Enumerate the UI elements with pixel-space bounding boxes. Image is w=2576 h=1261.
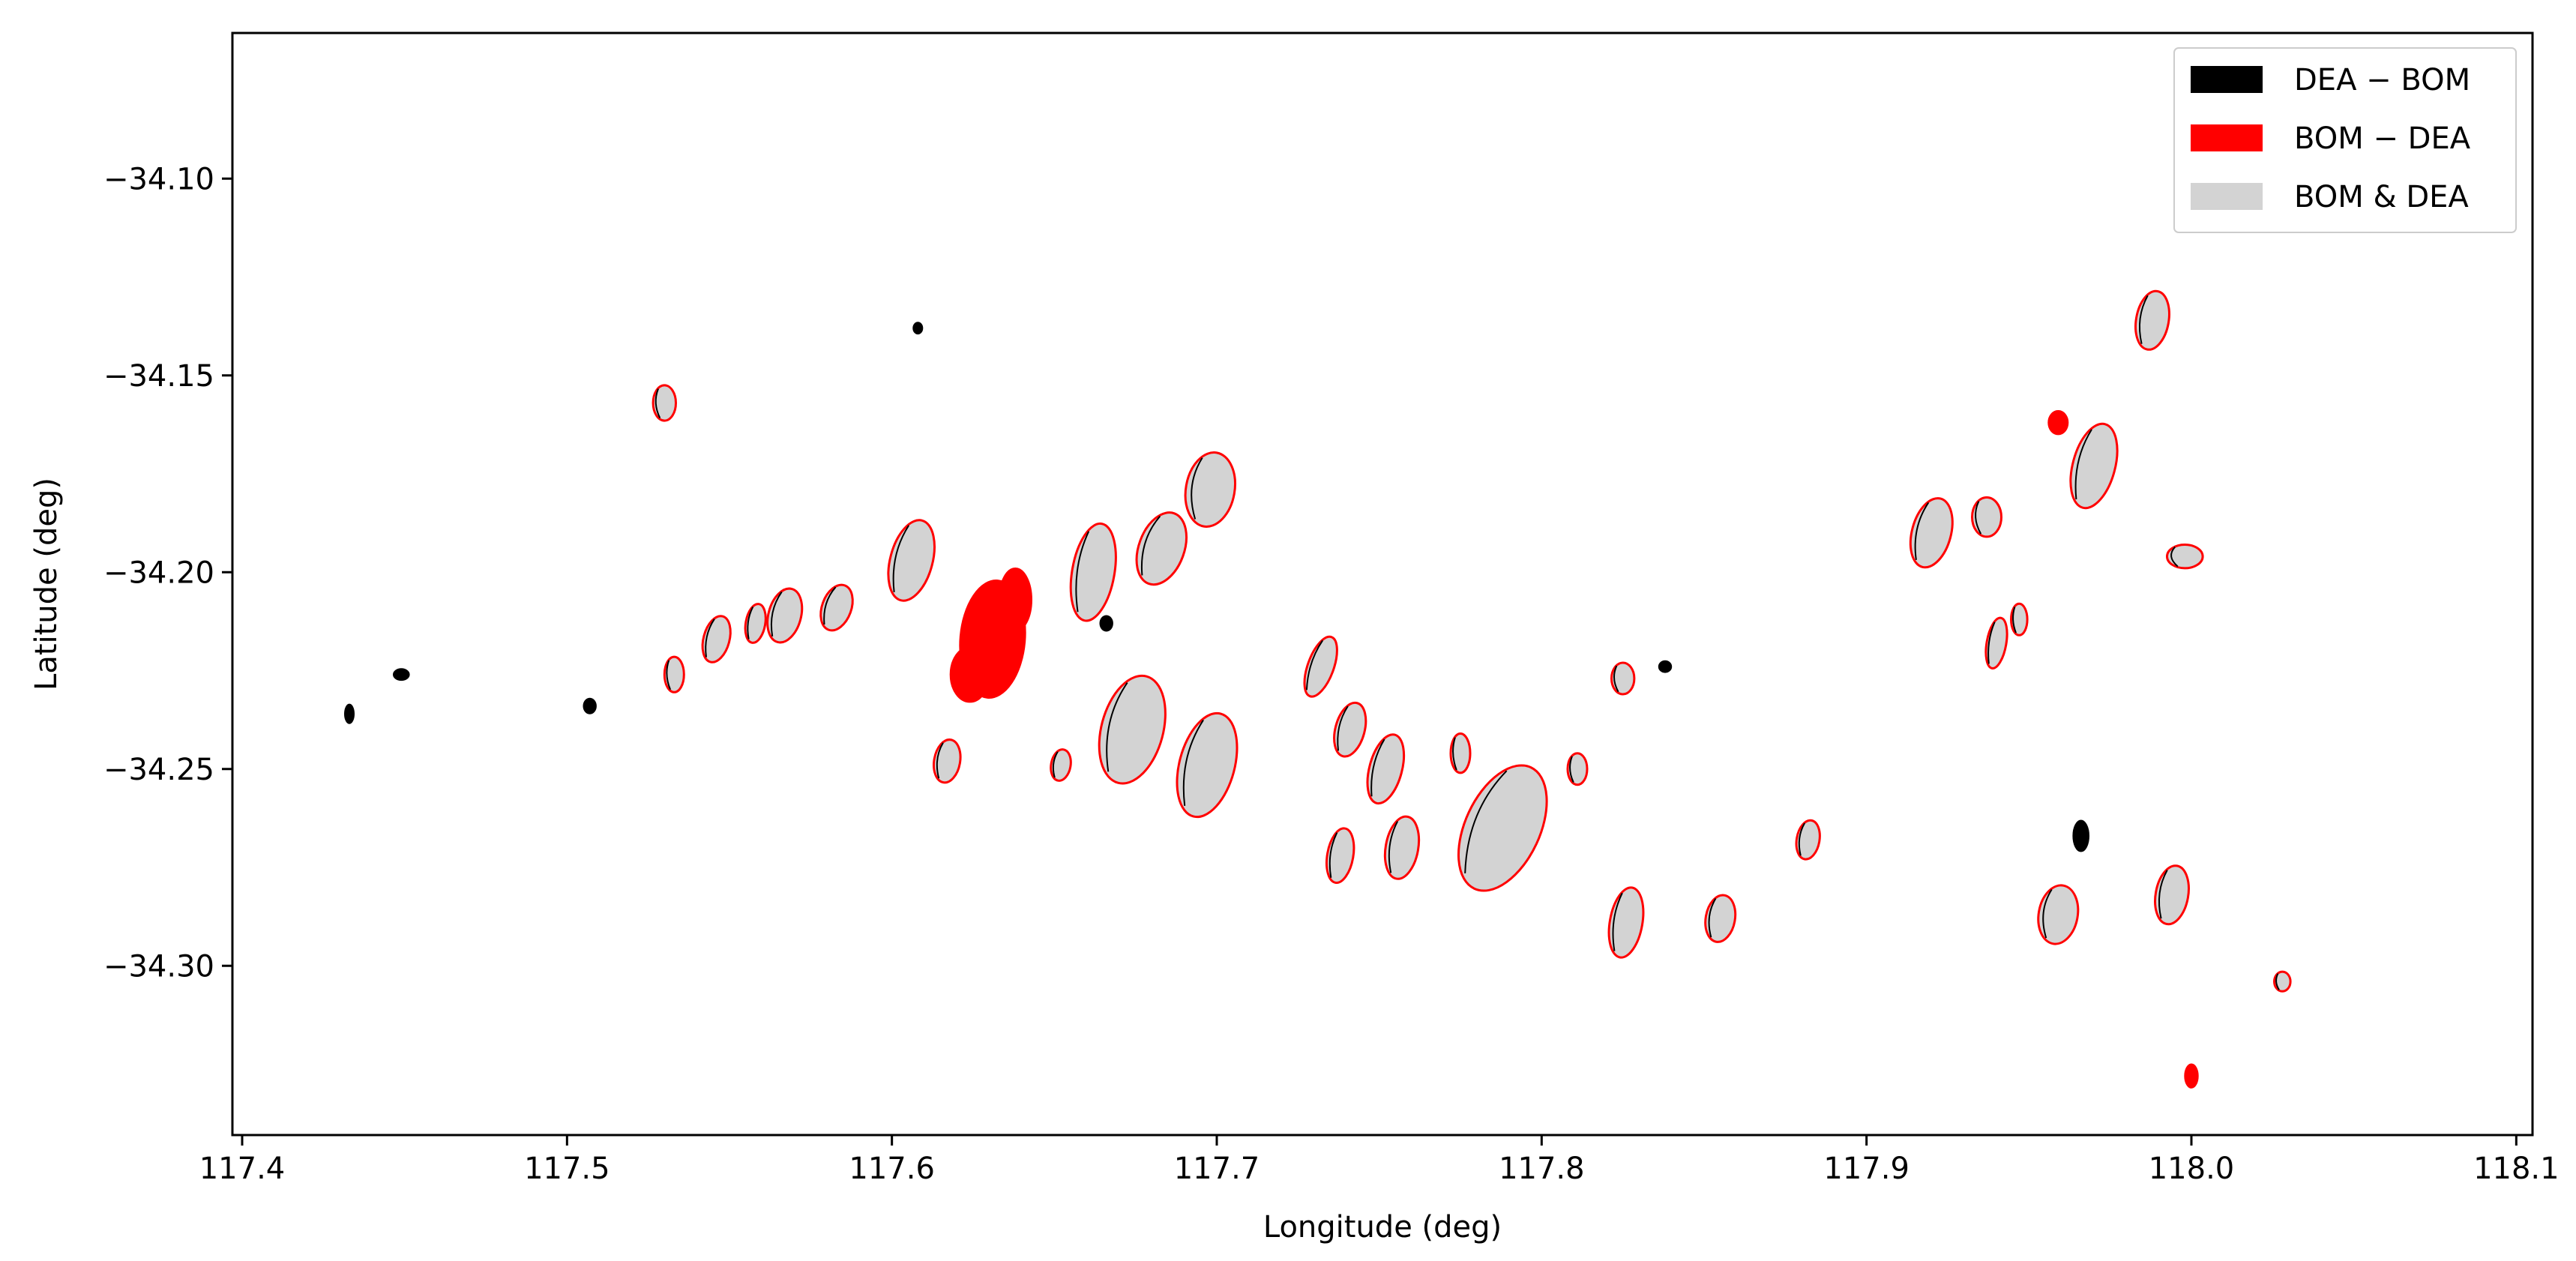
- region-bom-minus-dea-39: [2184, 1063, 2199, 1089]
- region-both-25: [1566, 752, 1589, 786]
- region-edge-32: [2138, 295, 2149, 344]
- y-tick-label-1: −34.15: [103, 359, 214, 394]
- y-tick-label-0: −34.10: [103, 162, 214, 196]
- region-edge-24: [1612, 892, 1623, 951]
- region-edge-12: [1191, 457, 1203, 520]
- water-regions: [344, 289, 2292, 1089]
- region-edge-2: [705, 619, 715, 657]
- region-edge-1: [666, 660, 672, 690]
- region-edge-20: [1328, 832, 1338, 878]
- region-both-37: [2154, 864, 2190, 926]
- region-dea-minus-bom-44: [912, 322, 924, 335]
- region-both-16: [1050, 748, 1072, 782]
- x-axis-label: Longitude (deg): [1263, 1210, 1502, 1245]
- region-edge-11: [1140, 515, 1161, 576]
- region-both-30: [1971, 496, 2002, 538]
- region-edge-23: [1452, 737, 1457, 771]
- region-edge-13: [1106, 681, 1128, 772]
- y-tick-label-3: −34.25: [103, 753, 214, 787]
- region-dea-minus-bom-41: [344, 703, 355, 724]
- region-bom-minus-dea-38: [2047, 410, 2069, 436]
- x-tick-label-1: 117.5: [524, 1152, 610, 1186]
- x-tick-label-3: 117.7: [1174, 1152, 1260, 1186]
- region-both-36: [2037, 884, 2080, 945]
- x-tick-label-2: 117.6: [849, 1152, 935, 1186]
- x-tick-label-5: 117.9: [1823, 1152, 1910, 1186]
- region-both-40: [2273, 970, 2292, 993]
- region-edge-3: [747, 607, 754, 639]
- region-edge-10: [1075, 531, 1090, 613]
- region-edge-0: [654, 388, 661, 419]
- x-tick-label-6: 118.0: [2149, 1152, 2235, 1186]
- region-both-1: [663, 655, 685, 693]
- region-both-17: [1303, 635, 1338, 698]
- region-edge-30: [1975, 501, 1982, 535]
- region-edge-19: [1370, 738, 1385, 797]
- y-axis-label: Latitude (deg): [29, 478, 64, 690]
- region-both-23: [1449, 732, 1472, 774]
- region-dea-minus-bom-42: [393, 668, 410, 681]
- region-edge-35: [2012, 607, 2017, 633]
- region-both-32: [2134, 289, 2170, 351]
- region-both-19: [1366, 733, 1406, 805]
- x-tick-label-4: 117.8: [1499, 1152, 1585, 1186]
- axes-frame: [231, 31, 2534, 1137]
- x-tick-label-0: 117.4: [199, 1152, 286, 1186]
- region-bom-minus-dea-8: [998, 568, 1033, 632]
- y-tick-label-4: −34.30: [103, 949, 214, 984]
- region-edge-15: [936, 742, 944, 779]
- region-both-6: [887, 519, 936, 602]
- legend: DEA − BOM BOM − DEA BOM & DEA: [2173, 47, 2517, 233]
- region-edge-29: [1914, 502, 1930, 560]
- region-both-0: [651, 384, 677, 422]
- region-edge-6: [892, 525, 909, 592]
- plot-area: 117.4 117.5 117.6 117.7 117.8 117.9 118.0 118.1…: [103, 31, 2560, 1186]
- region-edge-31: [2074, 429, 2092, 500]
- region-both-22: [1457, 764, 1548, 892]
- legend-label-2: BOM & DEA: [2294, 180, 2469, 214]
- region-edge-17: [1305, 639, 1323, 690]
- region-edge-27: [1708, 897, 1717, 938]
- region-edge-40: [2275, 973, 2280, 990]
- region-edge-4: [770, 591, 783, 637]
- region-edge-37: [2158, 870, 2168, 919]
- y-tick-label-2: −34.20: [103, 556, 214, 590]
- region-edge-16: [1052, 751, 1059, 778]
- region-edge-34: [1987, 622, 1996, 664]
- region-both-33: [2166, 544, 2204, 570]
- legend-entries: DEA − BOM BOM − DEA BOM & DEA: [2191, 63, 2471, 214]
- region-both-35: [2010, 602, 2029, 636]
- y-axis-ticks: −34.10 −34.15 −34.20 −34.25 −34.30: [103, 162, 232, 984]
- region-both-26: [1610, 661, 1636, 696]
- region-edge-14: [1182, 719, 1204, 806]
- legend-label-1: BOM − DEA: [2294, 121, 2471, 156]
- region-edge-26: [1613, 665, 1619, 693]
- legend-swatch-0: [2191, 66, 2263, 93]
- legend-label-0: DEA − BOM: [2294, 63, 2470, 97]
- region-both-14: [1176, 711, 1239, 819]
- region-both-15: [933, 738, 962, 784]
- region-dea-minus-bom-45: [1099, 615, 1113, 632]
- legend-swatch-2: [2191, 183, 2263, 210]
- region-dea-minus-bom-47: [1658, 660, 1673, 673]
- region-edge-5: [823, 586, 837, 625]
- region-edge-36: [2042, 888, 2053, 939]
- region-edge-21: [1388, 821, 1398, 873]
- x-tick-label-7: 118.1: [2473, 1152, 2560, 1186]
- legend-swatch-1: [2191, 124, 2263, 151]
- region-dea-minus-bom-46: [2072, 819, 2089, 852]
- x-axis-ticks: 117.4 117.5 117.6 117.7 117.8 117.9 118.0 118.1: [199, 1135, 2560, 1186]
- region-both-27: [1704, 894, 1737, 943]
- region-edge-18: [1337, 705, 1349, 751]
- region-dea-minus-bom-43: [583, 697, 597, 714]
- region-both-12: [1184, 451, 1236, 528]
- region-edge-28: [1798, 822, 1805, 856]
- region-both-31: [2069, 422, 2119, 510]
- region-edge-33: [2170, 546, 2179, 568]
- region-bom-minus-dea-9: [949, 646, 990, 703]
- region-edge-22: [1464, 770, 1508, 873]
- region-both-11: [1135, 511, 1188, 586]
- region-edge-25: [1569, 756, 1574, 783]
